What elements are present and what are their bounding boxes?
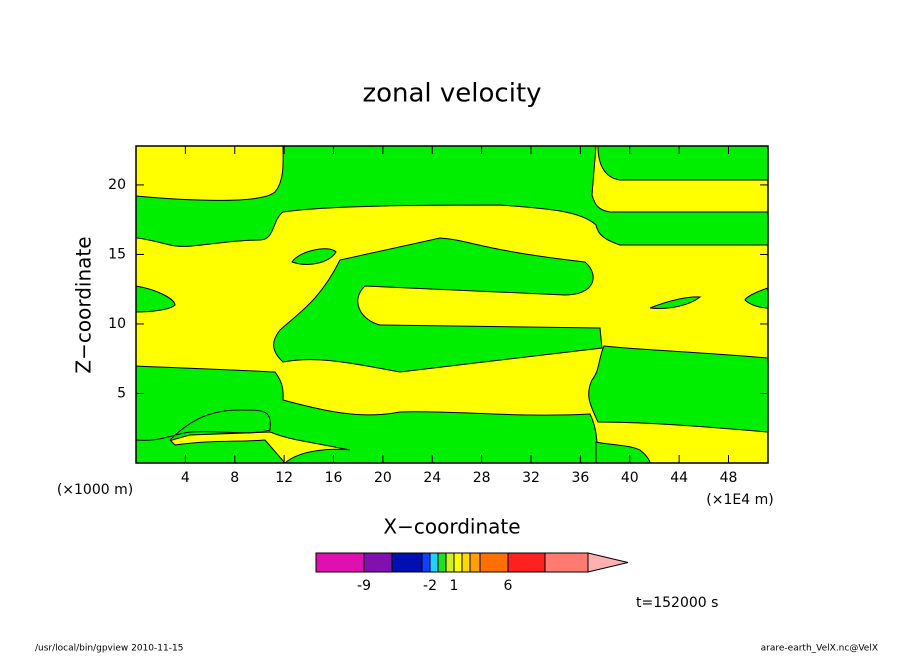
colorbar-segment bbox=[391, 552, 423, 573]
x-tick-label: 44 bbox=[670, 470, 688, 486]
footer-right: arare-earth_VelX.nc@VelX bbox=[761, 644, 878, 654]
colorbar-segment bbox=[544, 552, 589, 573]
x-tick-label: 8 bbox=[230, 470, 239, 486]
x-tick-label: 36 bbox=[571, 470, 589, 486]
contour-region bbox=[273, 237, 603, 373]
y-axis-label: Z−coordinate bbox=[72, 236, 96, 373]
colorbar-segment bbox=[507, 552, 546, 573]
x-axis-label: X−coordinate bbox=[383, 515, 520, 539]
contour-field bbox=[135, 145, 769, 464]
colorbar-segment bbox=[445, 552, 455, 573]
x-tick-label: 4 bbox=[181, 470, 190, 486]
x-tick-label: 24 bbox=[423, 470, 441, 486]
x-tick-label: 48 bbox=[720, 470, 738, 486]
colorbar-label: -2 bbox=[423, 578, 437, 594]
contour-region bbox=[135, 409, 287, 464]
colorbar-segment bbox=[315, 552, 365, 573]
colorbar-label: 1 bbox=[450, 578, 459, 594]
chart-title: zonal velocity bbox=[362, 79, 541, 109]
colorbar-extension bbox=[587, 552, 629, 573]
y-tick-label: 10 bbox=[108, 316, 126, 332]
x-unit-label: (×1E4 m) bbox=[706, 492, 773, 508]
colorbar-segment bbox=[363, 552, 393, 573]
colorbar-segment bbox=[421, 552, 431, 573]
x-tick-label: 12 bbox=[275, 470, 293, 486]
contour-region bbox=[291, 248, 337, 265]
colorbar-segment bbox=[437, 552, 447, 573]
plot-frame bbox=[135, 145, 769, 464]
contour-region bbox=[649, 296, 702, 309]
contour-region bbox=[588, 345, 769, 433]
colorbar-segment bbox=[479, 552, 509, 573]
x-tick-label: 32 bbox=[522, 470, 540, 486]
annotation: t=152000 s bbox=[636, 595, 718, 611]
colorbar-segment bbox=[469, 552, 481, 573]
contour-region bbox=[135, 365, 598, 464]
colorbar-label: -9 bbox=[357, 578, 371, 594]
y-tick-label: 20 bbox=[108, 177, 126, 193]
colorbar-label: 6 bbox=[504, 578, 513, 594]
footer-left: /usr/local/bin/gpview 2010-11-15 bbox=[35, 644, 183, 654]
x-tick-label: 40 bbox=[621, 470, 639, 486]
y-unit-label: (×1000 m) bbox=[57, 482, 133, 498]
x-tick-label: 20 bbox=[374, 470, 392, 486]
contour-region bbox=[596, 145, 769, 181]
x-tick-label: 28 bbox=[473, 470, 491, 486]
x-tick-label: 16 bbox=[325, 470, 343, 486]
contour-region bbox=[135, 285, 176, 313]
colorbar-segment bbox=[453, 552, 463, 573]
y-tick-label: 15 bbox=[108, 246, 126, 262]
colorbar-segment bbox=[429, 552, 439, 573]
contour-region bbox=[135, 145, 769, 247]
contour-region bbox=[744, 287, 769, 309]
y-tick-label: 5 bbox=[117, 385, 126, 401]
colorbar-segment bbox=[461, 552, 471, 573]
